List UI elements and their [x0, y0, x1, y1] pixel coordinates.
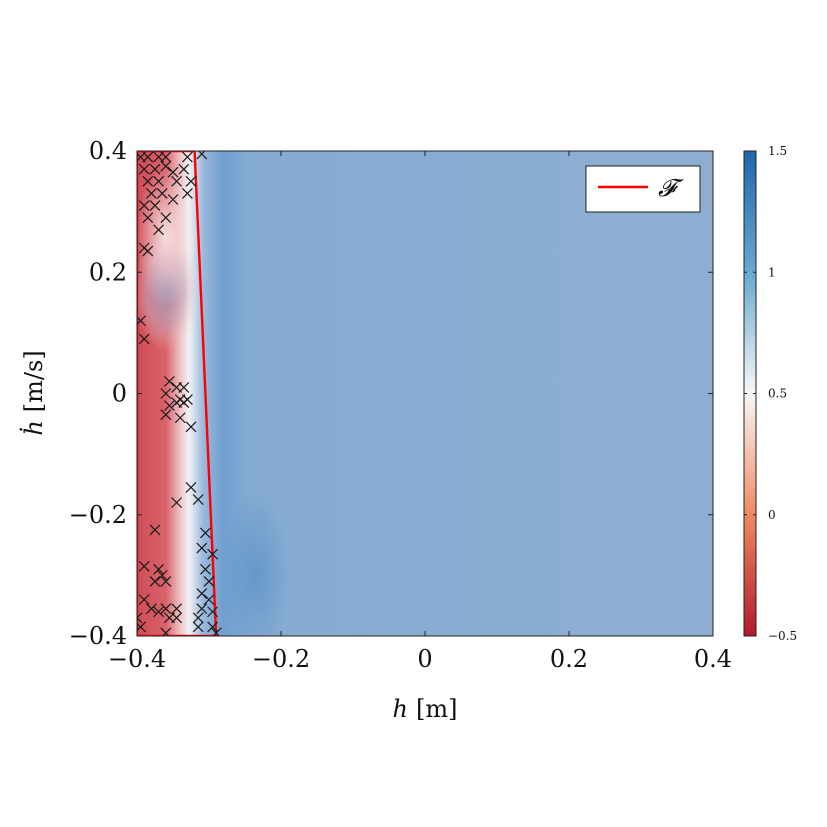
sample-marker: [171, 603, 183, 615]
sample-marker: [153, 606, 165, 618]
sample-marker: [178, 382, 190, 393]
colorbar-tick-label: 1.5: [768, 144, 787, 158]
sample-marker: [142, 175, 154, 187]
sample-marker: [185, 175, 197, 187]
sample-marker: [171, 497, 183, 509]
sample-marker: [196, 542, 208, 554]
sample-marker: [138, 594, 150, 606]
sample-marker: [142, 212, 154, 224]
sample-marker: [163, 375, 175, 387]
field-blue-region: [220, 490, 291, 636]
y-axis-ticks: −0.4 −0.2 0 0.2 0.4: [69, 137, 713, 650]
sample-marker: [160, 409, 172, 421]
colorbar: −0.5 0 0.5 1 1.5: [743, 144, 797, 643]
sample-marker: [149, 163, 161, 175]
colorbar-tick-label: 0.5: [768, 387, 787, 401]
sample-marker: [199, 563, 211, 575]
colorbar-tick-label: 1: [768, 265, 776, 279]
sample-marker: [207, 606, 219, 618]
legend-box: [585, 165, 701, 213]
y-tick-label: −0.4: [69, 622, 127, 650]
sample-marker: [207, 548, 219, 560]
x-axis-ticks: −0.4 −0.2 0 0.2 0.4: [108, 151, 732, 673]
x-tick-label: −0.2: [252, 645, 310, 673]
sample-marker: [196, 603, 208, 615]
sample-marker: [156, 188, 168, 199]
sample-marker: [196, 151, 208, 160]
sample-marker: [149, 524, 161, 536]
sample-marker: [207, 621, 219, 633]
sample-marker: [196, 588, 208, 599]
sample-marker: [174, 412, 186, 424]
sample-marker: [149, 200, 161, 211]
legend: 𝓕: [585, 165, 701, 213]
sample-marker: [185, 482, 197, 493]
sample-marker: [149, 576, 161, 587]
sample-marker: [160, 160, 172, 172]
sample-marker: [138, 333, 150, 345]
sample-marker: [181, 394, 193, 405]
sample-marker: [145, 603, 157, 615]
sample-marker: [167, 166, 179, 178]
sample-marker: [137, 612, 143, 624]
colorbar-tick-label: −0.5: [768, 629, 797, 643]
y-tick-label: −0.2: [69, 501, 127, 529]
sample-marker: [142, 245, 154, 257]
sample-marker: [181, 151, 193, 163]
sample-marker: [199, 527, 211, 539]
x-tick-label: 0.4: [694, 645, 732, 673]
sample-marker: [192, 621, 204, 633]
sample-marker: [171, 612, 183, 624]
field-light-region: [137, 165, 196, 306]
sample-marker: [210, 627, 222, 636]
x-tick-label: 0: [417, 645, 432, 673]
sample-marker: [203, 594, 215, 606]
sample-marker: [153, 563, 165, 575]
sample-marker: [160, 576, 172, 587]
sample-marker: [181, 188, 193, 199]
sample-marker: [138, 163, 150, 175]
sample-marker: [192, 494, 204, 506]
sample-marker: [203, 576, 215, 587]
plot-area: [137, 151, 713, 636]
sample-marker: [160, 151, 172, 163]
colorbar-ticks: −0.5 0 0.5 1 1.5: [744, 144, 797, 643]
sample-marker: [160, 627, 172, 636]
sample-marker: [171, 175, 183, 187]
x-tick-label: −0.4: [108, 645, 166, 673]
y-tick-label: 0.2: [89, 258, 127, 286]
sample-marker: [160, 388, 172, 399]
sample-markers: [137, 151, 222, 636]
y-tick-label: 0.4: [89, 137, 127, 165]
sample-marker: [153, 175, 165, 187]
sample-marker: [185, 421, 197, 433]
colorbar-tick-label: 0: [768, 508, 776, 522]
sample-marker: [138, 560, 150, 572]
sample-marker: [163, 400, 175, 412]
sample-marker: [178, 163, 190, 175]
sample-marker: [160, 603, 172, 615]
x-axis-label: h [m]: [393, 695, 458, 723]
y-tick-label: 0: [112, 380, 127, 408]
sample-marker: [142, 151, 154, 163]
sample-marker: [156, 569, 168, 581]
y-axis-label: ḣ[m/s]: [19, 350, 48, 435]
sample-marker: [153, 224, 165, 236]
sample-marker: [192, 612, 204, 624]
sample-marker: [145, 188, 157, 199]
sample-marker: [167, 194, 179, 205]
sample-marker: [160, 212, 172, 224]
x-tick-label: 0.2: [550, 645, 588, 673]
sample-marker: [138, 200, 150, 211]
